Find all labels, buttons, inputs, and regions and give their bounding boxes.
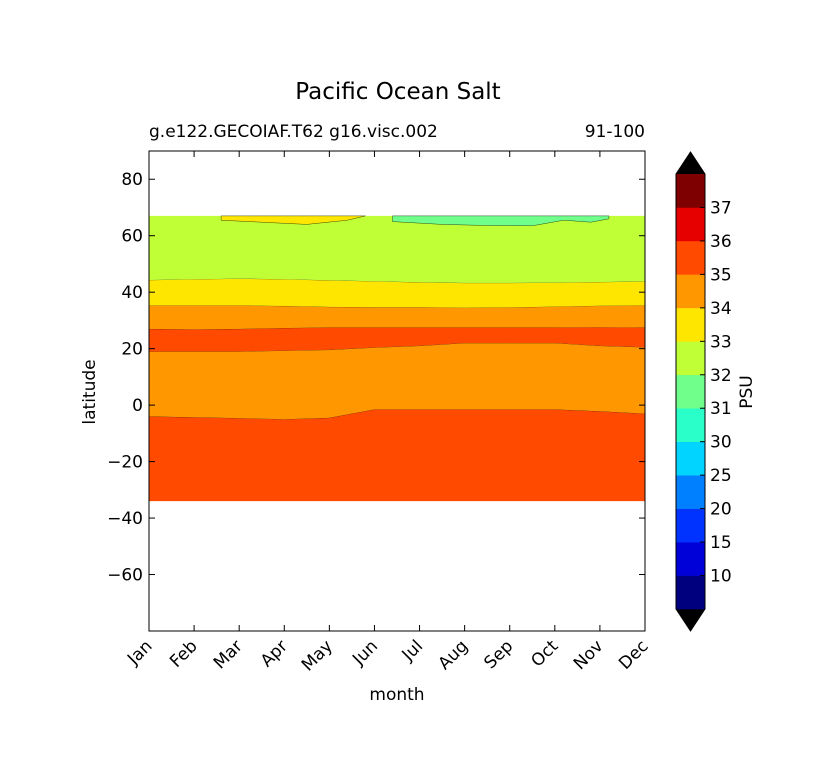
y-tick-label: 20 (121, 340, 143, 360)
colorbar-segment (676, 441, 705, 476)
colorbar-segment (676, 240, 705, 275)
colorbar-segment (676, 408, 705, 442)
band-subtropical-34-35 (149, 305, 645, 330)
colorbar-tick-label: 36 (710, 232, 732, 252)
x-tick-label: Mar (210, 636, 247, 673)
x-tick-label: Jan (123, 636, 156, 669)
colorbar-segment (676, 374, 705, 409)
band-equatorial-34-35 (149, 343, 645, 420)
colorbar-segment (676, 174, 705, 208)
x-tick-label: Apr (257, 636, 292, 671)
colorbar-tick-label: 33 (710, 332, 732, 352)
x-tick-label: Aug (435, 636, 473, 674)
colorbar-segment (676, 542, 705, 576)
y-axis-label: latitude (80, 359, 100, 424)
colorbar-segment (676, 307, 705, 342)
chart-title: Pacific Ocean Salt (295, 79, 500, 105)
colorbar-tick-label: 10 (710, 567, 732, 587)
contour-patches (220, 215, 610, 227)
patch-31-32-north (392, 215, 610, 227)
colorbar-segment (676, 475, 705, 509)
plot-area: Jan Feb Mar Apr May Jun Jul Aug Sep Oct Nov Dec 80 6… (107, 150, 653, 675)
x-tick-label: Oct (527, 636, 562, 671)
x-tick-label: Nov (570, 636, 608, 674)
y-tick-label: −60 (107, 566, 143, 586)
y-tick-label: 0 (132, 396, 143, 416)
colorbar-tick-label: 34 (710, 299, 732, 319)
band-south-35-36 (149, 409, 645, 502)
colorbar-segment (676, 274, 705, 309)
colorbar-tick-label: 35 (710, 265, 732, 285)
x-tick-label: Feb (166, 636, 201, 671)
y-tick-label: 40 (121, 283, 143, 303)
y-tick-label: −40 (107, 509, 143, 529)
patch-33-34-north (220, 215, 366, 225)
band-tropical-35-36 (149, 327, 645, 352)
y-tick-label: 80 (121, 170, 143, 190)
contour-regions (148, 215, 646, 502)
x-tick-label: Dec (615, 636, 652, 673)
colorbar-extend-high (676, 152, 705, 174)
colorbar-tick-label: 20 (710, 500, 732, 520)
plot-frame (148, 150, 646, 632)
colorbar-label: PSU (737, 375, 757, 409)
band-subpolar-32-33 (149, 215, 645, 283)
colorbar-tick-label: 32 (710, 366, 732, 386)
colorbar-segment (676, 207, 705, 242)
colorbar-segment (676, 508, 705, 543)
x-tick-label: Jun (348, 636, 382, 670)
colorbar-segment (676, 341, 705, 376)
colorbar-tick-label: 31 (710, 399, 732, 419)
colorbar-outline (675, 151, 706, 632)
chart-subtitle-left: g.e122.GECOIAF.T62 g16.visc.002 (149, 122, 438, 142)
colorbar-tick-label: 30 (710, 433, 732, 453)
x-tick-label: Jul (398, 636, 427, 665)
x-axis-label: month (369, 685, 424, 705)
colorbar: 10 15 20 25 30 31 32 33 34 35 36 37 (675, 151, 732, 632)
colorbar-segment (676, 575, 705, 610)
colorbar-tick-label: 15 (710, 533, 732, 553)
colorbar-tick-label: 37 (710, 198, 732, 218)
y-axis: 80 60 40 20 0 −20 −40 −60 (107, 170, 645, 586)
band-midlat-33-34 (149, 278, 645, 308)
colorbar-tick-label: 25 (710, 466, 732, 486)
y-tick-label: 60 (121, 227, 143, 247)
y-tick-label: −20 (107, 453, 143, 473)
x-tick-label: May (298, 636, 337, 675)
chart-subtitle-right: 91-100 (585, 122, 645, 142)
x-tick-label: Sep (480, 636, 517, 673)
colorbar-extend-low (676, 609, 705, 631)
